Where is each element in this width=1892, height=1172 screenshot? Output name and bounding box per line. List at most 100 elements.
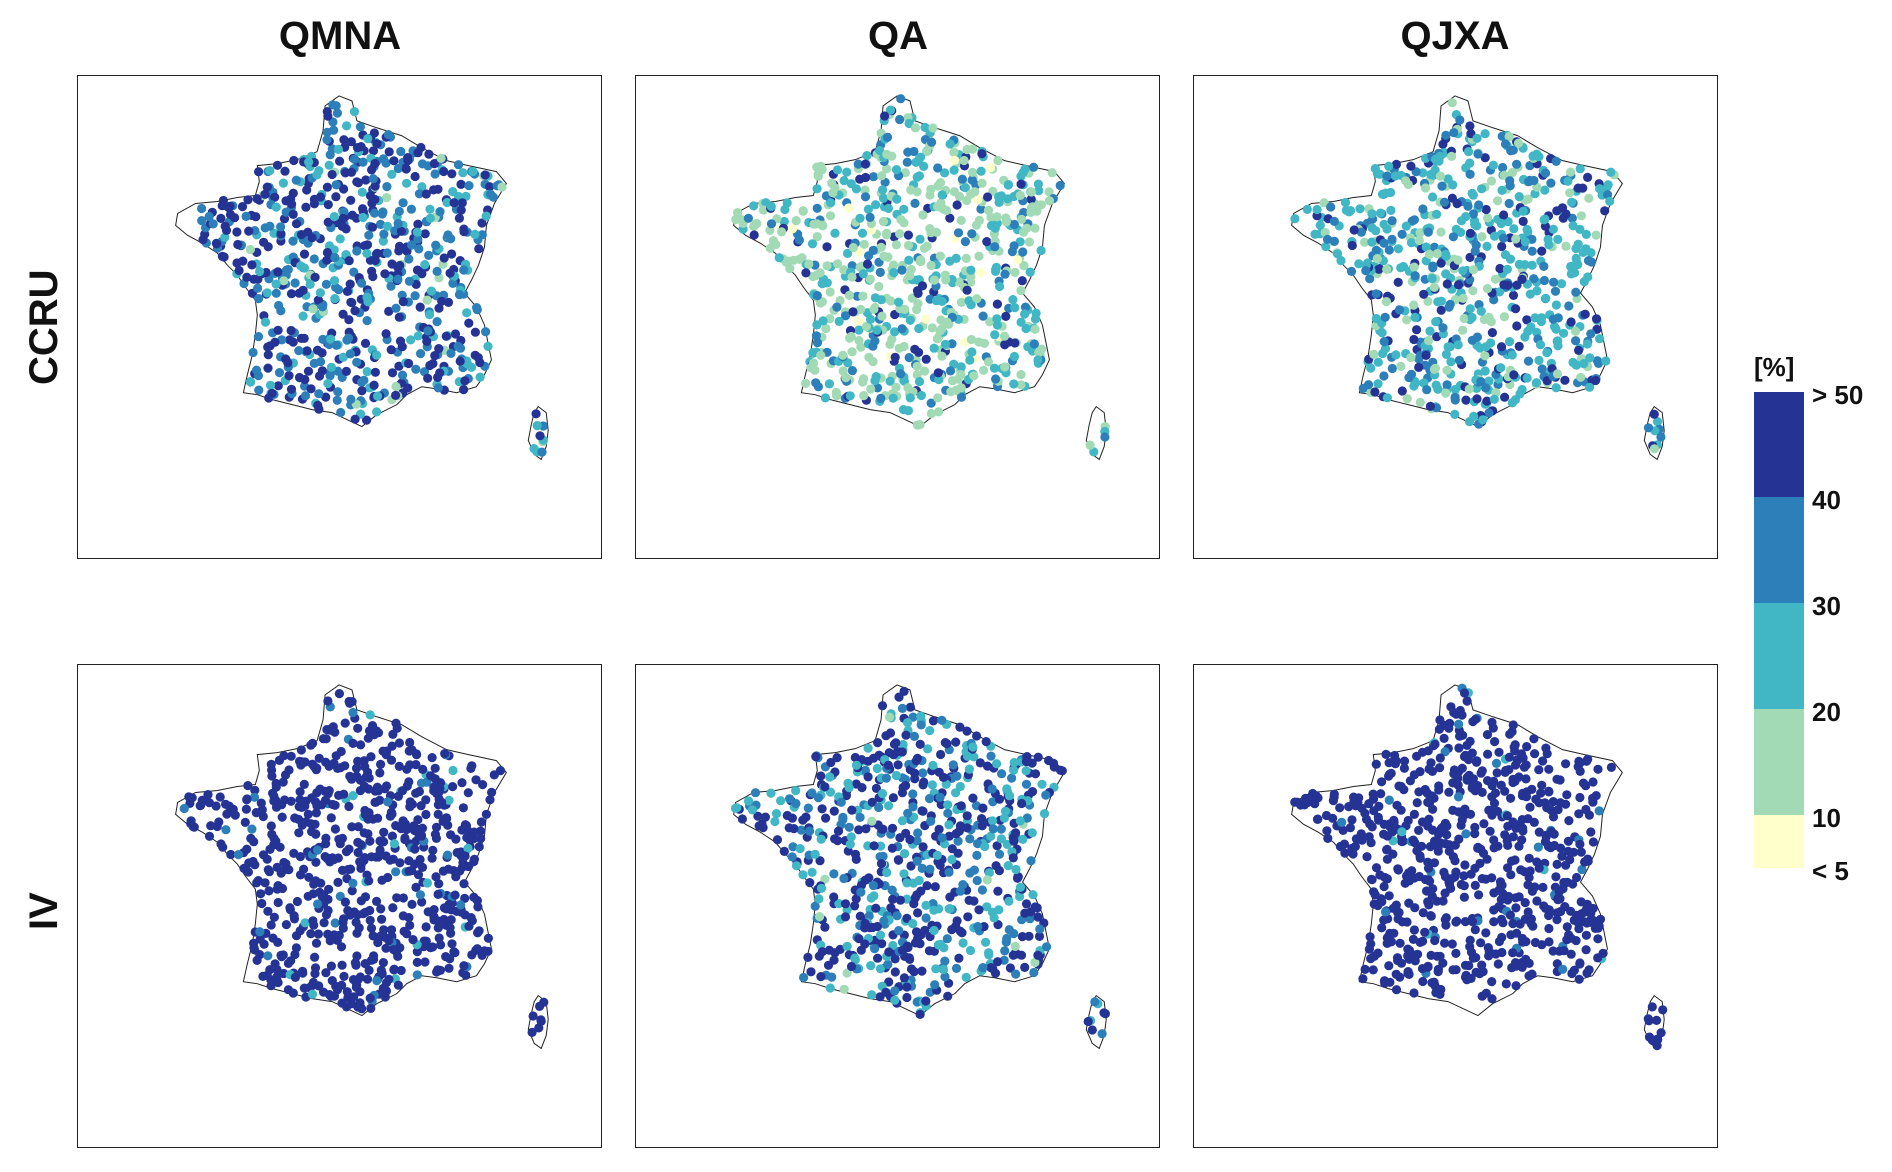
station-point	[298, 311, 308, 321]
station-point	[1034, 348, 1044, 358]
station-point	[1542, 348, 1552, 358]
station-point	[1419, 289, 1429, 299]
station-point	[766, 788, 776, 798]
station-point	[749, 201, 759, 211]
station-point	[1583, 256, 1594, 266]
station-point	[271, 778, 281, 789]
station-point	[1338, 825, 1348, 835]
station-point	[342, 335, 352, 345]
station-point	[825, 772, 835, 782]
station-point	[1415, 228, 1425, 238]
station-point	[318, 334, 328, 344]
station-point	[982, 237, 992, 247]
station-point	[281, 859, 291, 869]
station-point	[1428, 263, 1438, 273]
station-point	[898, 739, 908, 750]
station-point	[469, 892, 479, 902]
station-point	[1097, 1029, 1107, 1039]
station-point	[859, 239, 869, 249]
station-point	[310, 969, 320, 979]
station-point	[814, 894, 824, 904]
station-point	[1466, 869, 1476, 879]
station-point	[1492, 768, 1502, 778]
station-point	[949, 165, 959, 175]
station-point	[1329, 792, 1339, 802]
station-point	[985, 317, 995, 327]
legend-label-lt5: < 5	[1812, 856, 1849, 886]
station-point	[1464, 961, 1474, 971]
station-point	[865, 212, 875, 222]
station-point	[263, 951, 273, 961]
station-point	[307, 989, 318, 999]
station-point	[1403, 951, 1413, 961]
station-point	[952, 771, 962, 781]
station-point	[1369, 887, 1379, 897]
station-point	[1033, 179, 1043, 189]
station-point	[215, 792, 225, 802]
station-point	[1508, 720, 1518, 730]
station-point	[1585, 353, 1595, 363]
station-point	[265, 380, 276, 390]
station-point	[877, 789, 888, 799]
station-point	[799, 972, 809, 983]
station-point	[1517, 815, 1527, 825]
station-point	[477, 218, 487, 228]
station-point	[833, 836, 843, 846]
station-point	[918, 780, 928, 790]
station-point	[197, 795, 207, 805]
station-point	[474, 842, 484, 852]
station-point	[829, 892, 839, 902]
station-point	[1448, 232, 1458, 242]
station-point	[1580, 309, 1590, 319]
station-point	[944, 867, 954, 877]
station-point	[798, 870, 808, 880]
station-point	[258, 850, 269, 860]
station-point	[273, 381, 283, 391]
station-point	[1000, 806, 1011, 816]
station-point	[947, 925, 957, 935]
station-point	[290, 278, 300, 288]
legend-class-4	[1754, 709, 1804, 815]
station-point	[1100, 432, 1110, 442]
station-point	[987, 816, 998, 826]
station-point	[882, 230, 892, 240]
station-point	[1379, 238, 1389, 248]
station-point	[1355, 204, 1365, 214]
station-point	[871, 783, 881, 793]
map-panel-qmna-iv	[77, 664, 602, 1148]
station-point	[459, 961, 469, 971]
station-point	[986, 831, 996, 841]
station-point	[1548, 812, 1559, 822]
station-point	[309, 358, 319, 368]
station-point	[1468, 209, 1478, 219]
station-point	[1385, 769, 1395, 779]
station-point	[982, 761, 993, 771]
station-point	[461, 970, 471, 980]
station-point	[951, 788, 961, 798]
station-point	[947, 854, 957, 865]
station-point	[1423, 897, 1433, 907]
station-point	[325, 150, 335, 160]
station-point	[481, 211, 491, 221]
station-point	[917, 281, 928, 291]
station-point	[893, 855, 903, 865]
station-point	[308, 304, 318, 314]
station-point	[1471, 967, 1481, 977]
station-point	[1561, 799, 1571, 809]
station-point	[258, 811, 268, 822]
station-point	[1566, 317, 1576, 327]
station-point	[375, 219, 386, 229]
station-point	[826, 757, 836, 768]
station-point	[254, 167, 264, 177]
station-point	[425, 204, 435, 214]
station-point	[1435, 763, 1445, 773]
station-point	[812, 162, 822, 172]
station-point	[842, 941, 852, 951]
station-point	[423, 326, 433, 336]
station-point	[237, 202, 248, 212]
station-point	[1500, 392, 1510, 402]
station-point	[1361, 266, 1371, 276]
station-point	[1548, 797, 1558, 807]
station-point	[255, 950, 265, 960]
station-point	[332, 985, 343, 995]
